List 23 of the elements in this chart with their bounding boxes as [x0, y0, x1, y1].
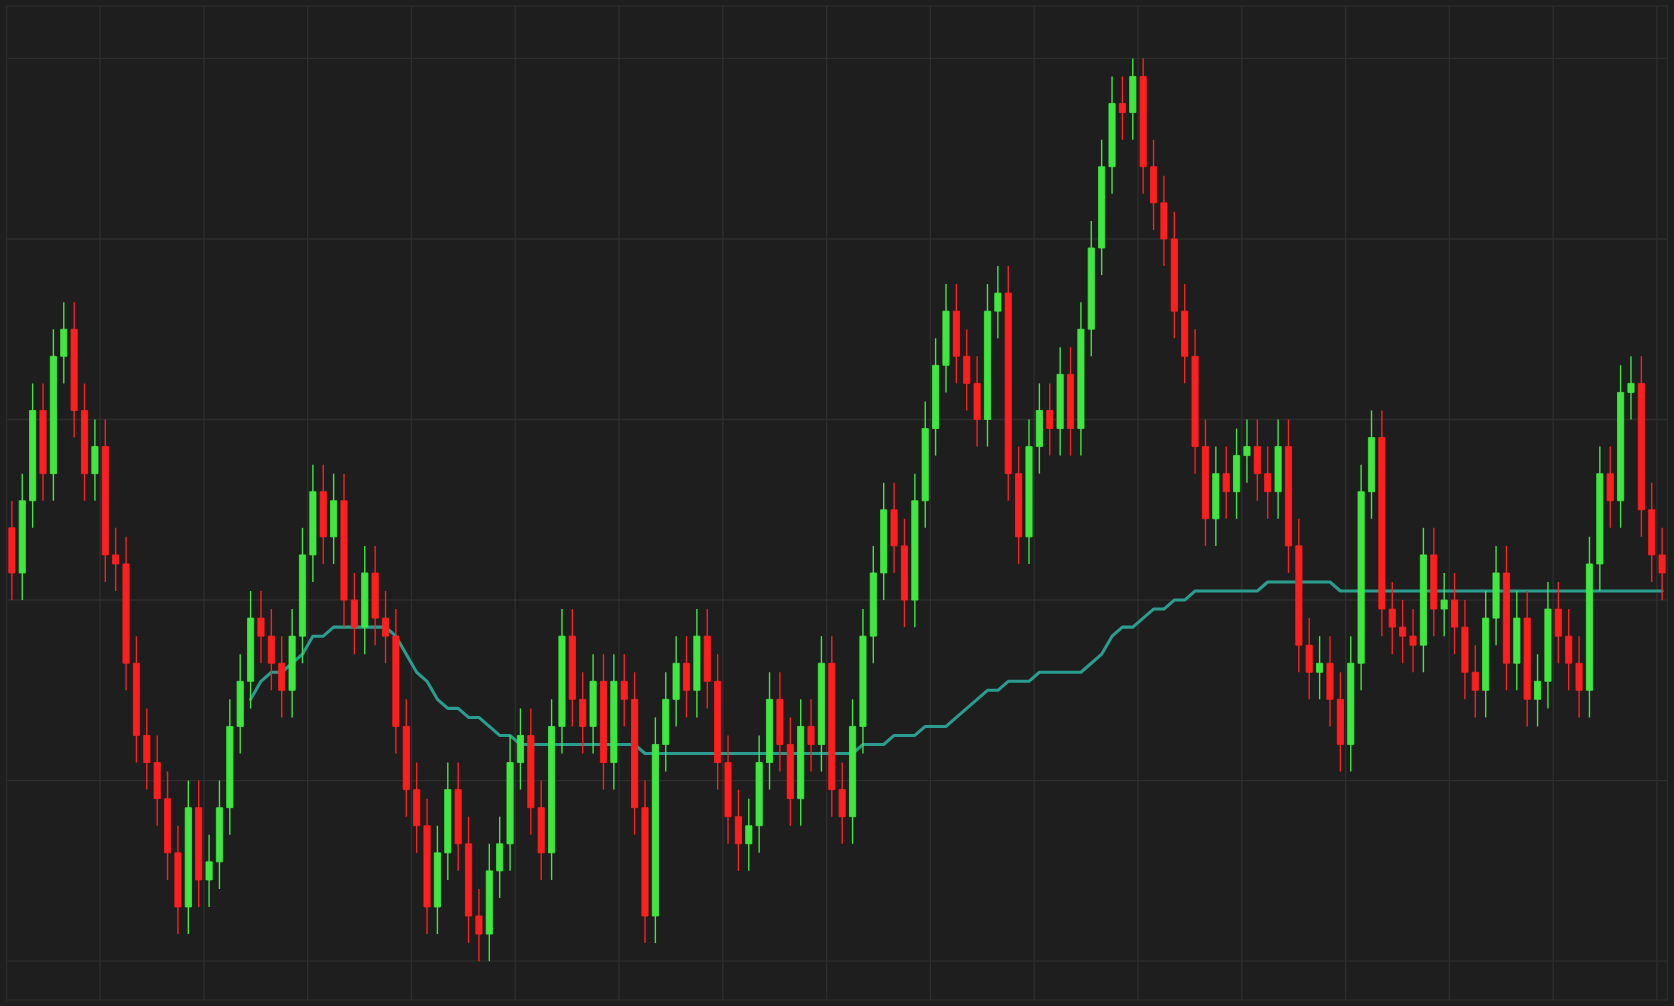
candlestick [112, 527, 120, 592]
candlestick [1118, 75, 1126, 141]
candlestick [1264, 445, 1272, 520]
candlestick [1399, 599, 1407, 664]
candlestick [257, 590, 265, 664]
candlestick [1658, 527, 1666, 601]
candlestick [807, 698, 815, 773]
candlestick [620, 653, 628, 728]
candlestick [1046, 382, 1054, 457]
candlestick [1243, 418, 1251, 484]
candlestick [1534, 653, 1542, 728]
candlestick [475, 888, 483, 962]
candlestick [1471, 644, 1479, 719]
candlestick [1316, 635, 1324, 701]
candlestick [1388, 581, 1396, 655]
candlestick [1627, 355, 1635, 421]
candlestick [1409, 608, 1417, 673]
candlestick [994, 265, 1002, 339]
candlestick [745, 797, 753, 872]
candlestick [1440, 572, 1448, 637]
candlestick [1222, 445, 1230, 520]
candlestick [381, 590, 390, 664]
candlestick [205, 834, 213, 908]
